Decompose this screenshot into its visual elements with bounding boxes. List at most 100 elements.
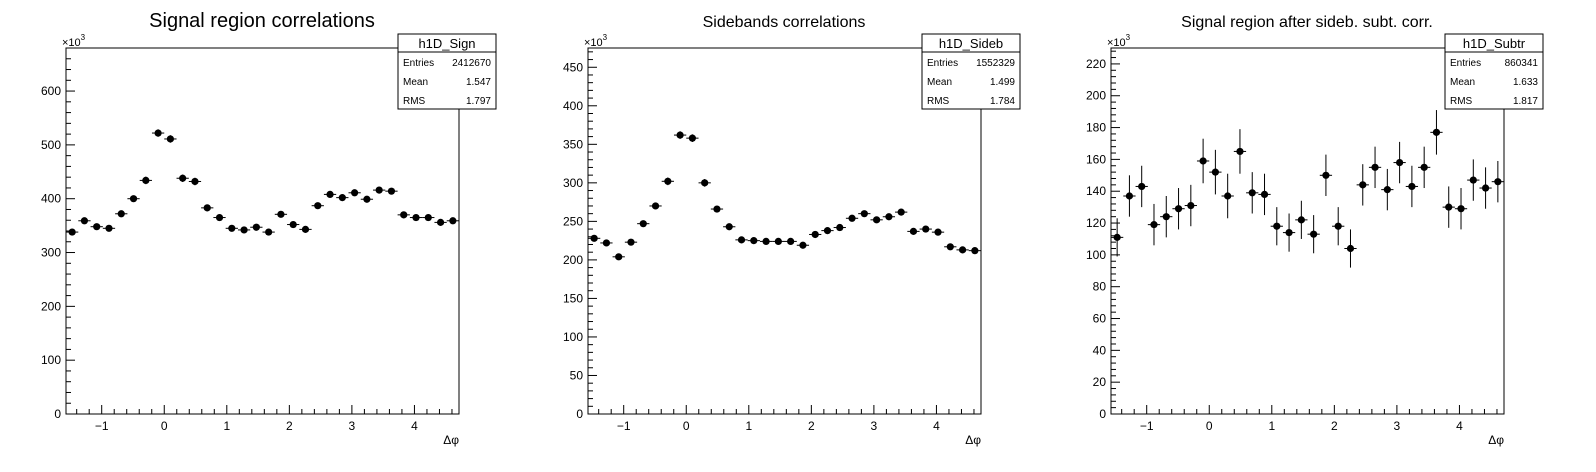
x-tick-label: 1 <box>1268 419 1275 433</box>
x-tick-label: 4 <box>933 419 940 433</box>
marker <box>424 213 432 222</box>
data-point <box>1295 200 1308 239</box>
data-point <box>1332 207 1345 246</box>
marker <box>1420 163 1428 171</box>
marker <box>326 190 334 198</box>
y-tick-label: 80 <box>1093 280 1107 294</box>
y-tick-label: 50 <box>570 368 584 382</box>
marker <box>301 225 310 233</box>
data-point <box>1430 110 1443 155</box>
data-point <box>821 227 834 235</box>
marker <box>387 187 396 195</box>
data-point <box>90 223 103 231</box>
y-axis: 0 100 200 300 400 500 600 <box>41 47 75 421</box>
marker <box>351 189 359 197</box>
stats-label: Mean <box>927 77 952 88</box>
data-point <box>1282 213 1296 252</box>
x-axis-label: Δφ <box>1488 433 1504 447</box>
marker <box>68 228 76 236</box>
stats-box: h1D_Subtr Entries 860341 Mean 1.633 RMS 1.817 <box>1444 33 1544 110</box>
data-point <box>624 238 638 246</box>
marker <box>958 246 967 254</box>
marker <box>142 176 150 185</box>
y-tick-label: 200 <box>41 299 61 313</box>
data-point <box>588 234 601 242</box>
data-point <box>649 202 662 210</box>
marker <box>154 129 162 137</box>
marker <box>836 223 844 232</box>
y-tick-label: 200 <box>563 253 583 267</box>
y-tick-label: 400 <box>563 99 583 113</box>
marker <box>750 237 758 245</box>
stats-value: 1.797 <box>466 96 491 107</box>
marker <box>688 134 696 142</box>
x-axis: −1 0 1 2 3 4 <box>598 405 975 433</box>
chart-title: Signal region after sideb. subt. corr. <box>1181 14 1433 31</box>
chart-title: Sidebands correlations <box>703 14 866 31</box>
y-tick-label: 180 <box>1086 121 1106 135</box>
x-axis-label: Δφ <box>443 433 459 447</box>
marker <box>289 220 297 229</box>
panel-signal-after-subtraction: Signal region after sideb. subt. corr. 0… <box>1086 14 1544 447</box>
x-tick-label: 2 <box>286 419 293 433</box>
y-axis: 0 50 100 150 200 250 300 350 400 450 <box>563 51 597 421</box>
y-tick-label: 350 <box>563 137 583 151</box>
marker <box>701 179 709 187</box>
stats-box-frame <box>397 33 497 110</box>
y-multiplier-exponent: 3 <box>1126 33 1131 42</box>
marker <box>277 210 285 218</box>
y-tick-label: 160 <box>1086 152 1106 166</box>
data-point <box>968 247 981 255</box>
data-point <box>115 210 128 218</box>
marker <box>105 224 113 232</box>
stats-name: h1D_Sign <box>418 36 475 51</box>
marker <box>799 241 807 249</box>
marker <box>639 220 647 228</box>
marker <box>860 210 868 218</box>
y-tick-label: 20 <box>1093 375 1107 389</box>
data-point <box>1356 164 1369 206</box>
marker <box>590 234 598 242</box>
marker <box>1371 163 1379 171</box>
marker <box>436 218 445 226</box>
data-point <box>1135 165 1148 208</box>
data-point <box>213 213 226 222</box>
marker <box>80 217 89 225</box>
marker <box>1260 190 1269 198</box>
marker <box>676 131 684 139</box>
stats-box: h1D_Sideb Entries 1552329 Mean 1.499 RMS 1.784 <box>921 33 1021 110</box>
stats-label: RMS <box>927 96 950 107</box>
stats-value: 2412670 <box>452 58 491 69</box>
marker <box>811 230 819 239</box>
marker <box>1285 228 1293 237</box>
marker <box>240 226 248 234</box>
marker <box>129 195 138 203</box>
data-point <box>373 186 386 194</box>
marker <box>363 195 371 203</box>
marker <box>1457 205 1465 213</box>
stats-label: RMS <box>403 96 426 107</box>
marker <box>971 247 979 255</box>
marker <box>1469 176 1477 184</box>
data-point <box>919 225 932 233</box>
data-point <box>1209 149 1222 195</box>
y-tick-label: 120 <box>1086 216 1106 230</box>
data-point <box>237 226 251 234</box>
data-point <box>409 213 423 222</box>
data-point <box>931 228 945 236</box>
marker <box>1162 213 1170 221</box>
marker <box>885 213 893 221</box>
marker <box>117 210 125 218</box>
y-tick-label: 250 <box>563 214 583 228</box>
data-point <box>225 224 238 232</box>
data-point <box>66 228 79 236</box>
marker <box>1248 189 1256 197</box>
data-point <box>1418 146 1431 189</box>
y-tick-label: 220 <box>1086 57 1106 71</box>
marker <box>1113 233 1121 241</box>
stats-value: 860341 <box>1505 58 1539 69</box>
data-points <box>588 131 981 261</box>
y-tick-label: 600 <box>41 84 61 98</box>
data-point <box>944 243 957 251</box>
marker <box>725 223 733 231</box>
